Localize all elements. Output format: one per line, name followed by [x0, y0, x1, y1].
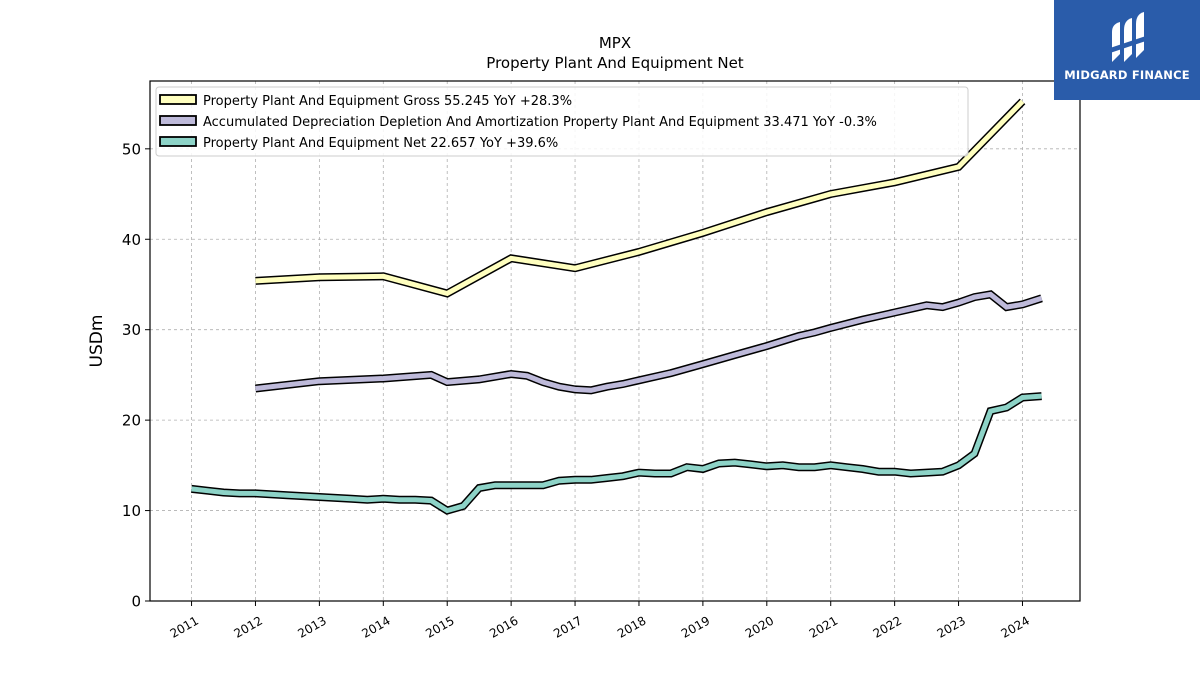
x-tick-label: 2021	[807, 613, 840, 640]
legend-label: Property Plant And Equipment Gross 55.24…	[203, 94, 572, 109]
x-tick-label: 2024	[999, 613, 1032, 640]
legend-label: Accumulated Depreciation Depletion And A…	[203, 115, 877, 130]
y-axis-label: USDm	[87, 315, 107, 368]
y-tick-label: 40	[122, 231, 141, 249]
x-tick-label: 2023	[935, 613, 968, 640]
x-tick-label: 2020	[743, 613, 776, 640]
legend-swatch	[159, 94, 197, 105]
midgard-logo-icon	[1110, 12, 1146, 62]
x-tick-label: 2015	[423, 613, 456, 640]
y-tick-label: 50	[122, 140, 141, 158]
legend-swatch	[159, 115, 197, 126]
x-tick-label: 2022	[871, 613, 904, 640]
chart-subtitle: Property Plant And Equipment Net	[486, 54, 743, 72]
plot-area-frame	[149, 80, 1081, 602]
x-tick-label: 2019	[679, 613, 712, 640]
series-line	[255, 291, 1043, 393]
chart-title: MPX	[599, 34, 631, 52]
y-tick-label: 20	[122, 412, 141, 430]
grid	[150, 81, 1080, 601]
legend-swatch	[159, 136, 197, 147]
series-line	[255, 99, 1025, 297]
x-tick-label: 2016	[487, 613, 520, 640]
x-tick-label: 2011	[168, 613, 201, 640]
series-line	[191, 393, 1042, 514]
logo-text: MIDGARD FINANCE	[1064, 68, 1190, 82]
x-tick-label: 2018	[615, 613, 648, 640]
legend: Property Plant And Equipment Gross 55.24…	[155, 86, 969, 157]
legend-frame	[155, 86, 969, 157]
y-tick-label: 30	[122, 321, 141, 339]
legend-label: Property Plant And Equipment Net 22.657 …	[203, 136, 558, 151]
y-tick-label: 0	[131, 593, 141, 611]
x-tick-label: 2014	[359, 613, 392, 640]
x-tick-label: 2012	[232, 613, 265, 640]
midgard-finance-logo: MIDGARD FINANCE	[1054, 0, 1200, 100]
x-tick-label: 2017	[551, 613, 584, 640]
y-tick-label: 10	[122, 502, 141, 520]
series-lines	[191, 98, 1043, 515]
x-tick-label: 2013	[295, 613, 328, 640]
